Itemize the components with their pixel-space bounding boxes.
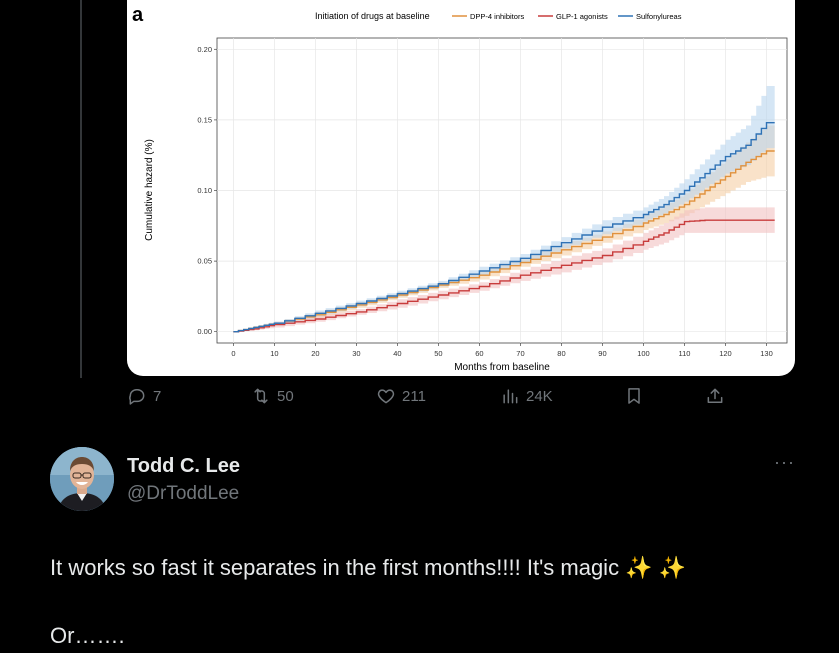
retweet-button[interactable]: 50 xyxy=(251,386,294,406)
x-tick-label: 30 xyxy=(352,349,360,358)
user-handle[interactable]: @DrToddLee xyxy=(127,483,240,504)
retweet-count: 50 xyxy=(277,387,294,405)
y-tick-label: 0.15 xyxy=(197,115,212,124)
x-tick-label: 100 xyxy=(637,349,650,358)
x-tick-label: 80 xyxy=(557,349,565,358)
panel-label: a xyxy=(132,4,144,26)
bar-chart-icon xyxy=(503,389,518,404)
reply-button[interactable]: 7 xyxy=(127,386,161,406)
y-tick-label: 0.20 xyxy=(197,45,212,54)
tweet-text: It works so fast it separates in the fir… xyxy=(50,555,687,648)
x-tick-label: 90 xyxy=(598,349,606,358)
tweet-actions: 7 50 211 24K xyxy=(127,386,727,412)
legend-label-su: Sulfonylureas xyxy=(636,12,682,21)
avatar-portrait xyxy=(50,447,114,511)
confidence-band xyxy=(233,86,775,332)
x-tick-label: 10 xyxy=(270,349,278,358)
bookmark-button[interactable] xyxy=(624,386,644,406)
confidence-band xyxy=(233,207,775,332)
x-tick-label: 70 xyxy=(516,349,524,358)
like-count: 211 xyxy=(402,387,426,405)
y-axis-ticks: 0.00 0.05 0.10 0.15 0.20 xyxy=(197,45,217,336)
x-tick-label: 40 xyxy=(393,349,401,358)
heart-icon xyxy=(377,389,395,404)
series-line xyxy=(233,122,775,333)
series-line xyxy=(233,219,775,333)
x-tick-label: 50 xyxy=(434,349,442,358)
x-tick-label: 20 xyxy=(311,349,319,358)
chart-image[interactable]: a Initiation of drugs at baseline DPP-4 … xyxy=(127,0,795,376)
legend-title: Initiation of drugs at baseline xyxy=(315,11,430,21)
share-upload-icon xyxy=(707,388,723,403)
views-count: 24K xyxy=(526,387,553,405)
display-name[interactable]: Todd C. Lee xyxy=(127,455,240,477)
x-tick-label: 0 xyxy=(231,349,235,358)
x-tick-label: 110 xyxy=(678,349,690,358)
legend-label-dpp4: DPP-4 inhibitors xyxy=(470,12,524,21)
y-tick-label: 0.00 xyxy=(197,327,212,336)
bookmark-icon xyxy=(628,388,640,404)
series-lines xyxy=(233,122,775,333)
retweet-arrows-icon xyxy=(254,388,268,404)
views-button[interactable]: 24K xyxy=(500,386,553,406)
legend-label-glp1: GLP-1 agonists xyxy=(556,12,608,21)
x-axis-ticks: 0 10 20 30 40 50 60 70 80 90 100 110 120 130 xyxy=(231,343,773,358)
share-button[interactable] xyxy=(705,386,725,406)
reply-count: 7 xyxy=(153,387,162,405)
y-axis-label: Cumulative hazard (%) xyxy=(144,139,155,241)
y-tick-label: 0.10 xyxy=(197,186,212,195)
km-chart: a Initiation of drugs at baseline DPP-4 … xyxy=(132,4,788,373)
x-tick-label: 130 xyxy=(760,349,773,358)
legend: Initiation of drugs at baseline DPP-4 in… xyxy=(315,11,682,21)
thread-connector-line xyxy=(80,0,82,378)
y-tick-label: 0.05 xyxy=(197,257,212,266)
confidence-bands xyxy=(233,86,775,332)
speech-bubble-icon xyxy=(129,389,145,405)
x-axis-label: Months from baseline xyxy=(454,362,550,373)
avatar[interactable] xyxy=(50,447,114,511)
x-tick-label: 60 xyxy=(475,349,483,358)
like-button[interactable]: 211 xyxy=(376,386,426,406)
more-dots-icon[interactable]: ··· xyxy=(774,452,795,472)
x-tick-label: 120 xyxy=(719,349,732,358)
